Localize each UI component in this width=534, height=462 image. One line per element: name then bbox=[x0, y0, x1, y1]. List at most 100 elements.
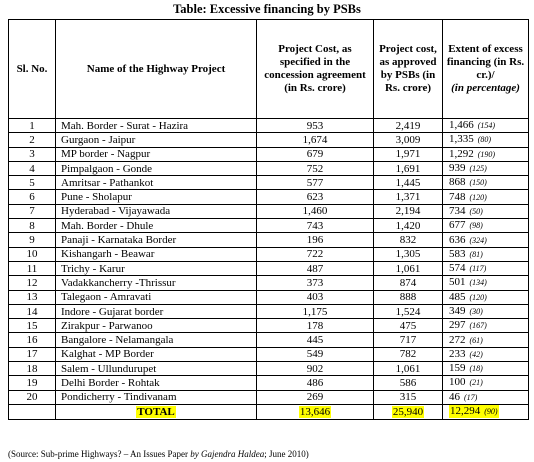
excess-amount: 1,292 bbox=[449, 147, 474, 160]
cell-project-cost: 1,175 bbox=[256, 303, 374, 320]
cell-project-name: Bangalore - Nelamangala bbox=[55, 332, 257, 348]
excess-amount: 868 bbox=[449, 176, 466, 189]
excess-financing-table: Sl. No. Name of the Highway Project Proj… bbox=[8, 19, 529, 420]
table-row: 4 Pimpalgaon - Gonde 752 1,691 939 (125) bbox=[8, 160, 529, 177]
total-approved: 25,940 bbox=[391, 405, 425, 418]
table-row: 10 Kishangarh - Beawar 722 1,305 583 (81) bbox=[8, 246, 529, 262]
excess-amount: 297 bbox=[449, 319, 466, 332]
cell-sl-no: 6 bbox=[8, 189, 56, 205]
cell-project-name: Delhi Border - Rohtak bbox=[55, 375, 257, 391]
excess-amount: 272 bbox=[449, 333, 466, 346]
total-cost: 13,646 bbox=[298, 405, 332, 418]
cell-approved-cost: 1,371 bbox=[373, 189, 443, 205]
excess-percentage: (324) bbox=[469, 235, 487, 245]
source-note: (Source: Sub-prime Highways? – An Issues… bbox=[8, 449, 309, 459]
cell-project-name: Pimpalgaon - Gonde bbox=[55, 160, 257, 177]
cell-sl-no: 20 bbox=[8, 389, 56, 405]
excess-amount: 939 bbox=[449, 162, 466, 175]
excess-percentage: (117) bbox=[469, 264, 487, 274]
cell-excess: 272 (61) bbox=[442, 332, 529, 348]
cell-project-cost: 403 bbox=[256, 289, 374, 305]
table-row: 7 Hyderabad - Vijayawada 1,460 2,194 734 (50) bbox=[8, 203, 529, 220]
cell-approved-cost: 1,061 bbox=[373, 361, 443, 377]
table-row: 15 Zirakpur - Parwanoo 178 475 297 (167) bbox=[8, 318, 529, 334]
cell-project-name: Zirakpur - Parwanoo bbox=[55, 318, 257, 334]
cell-project-cost: 953 bbox=[256, 117, 374, 134]
cell-project-cost: 178 bbox=[256, 318, 374, 334]
cell-excess: 677 (98) bbox=[442, 218, 529, 234]
cell-sl-no: 17 bbox=[8, 346, 56, 363]
cell-project-cost: 752 bbox=[256, 160, 374, 177]
header-project-cost: Project Cost, as specified in the conces… bbox=[256, 19, 374, 119]
excess-percentage: (134) bbox=[469, 278, 487, 288]
cell-sl-no: 10 bbox=[8, 246, 56, 262]
excess-amount: 583 bbox=[449, 247, 466, 260]
total-excess-cell: 12,294 (90) bbox=[442, 403, 529, 420]
cell-project-cost: 1,460 bbox=[256, 203, 374, 220]
cell-project-cost: 743 bbox=[256, 218, 374, 234]
cell-project-name: Pune - Sholapur bbox=[55, 189, 257, 205]
cell-project-cost: 549 bbox=[256, 346, 374, 363]
cell-excess: 734 (50) bbox=[442, 203, 529, 220]
cell-project-cost: 445 bbox=[256, 332, 374, 348]
cell-sl-no: 13 bbox=[8, 289, 56, 305]
header-extent-line1: Extent of excess financing (in Rs. cr.)/ bbox=[446, 43, 525, 81]
excess-amount: 636 bbox=[449, 233, 466, 246]
cell-excess: 1,335 (80) bbox=[442, 132, 529, 148]
cell-project-name: Mah. Border - Dhule bbox=[55, 218, 257, 234]
cell-project-cost: 373 bbox=[256, 275, 374, 291]
excess-amount: 501 bbox=[449, 276, 466, 289]
total-excess-highlight: 12,294 (90) bbox=[449, 405, 499, 419]
total-excess: 12,294 bbox=[450, 405, 481, 418]
excess-amount: 1,466 bbox=[449, 119, 474, 132]
cell-excess: 297 (167) bbox=[442, 318, 529, 334]
cell-project-name: Trichy - Karur bbox=[55, 260, 257, 277]
cell-sl-no: 7 bbox=[8, 203, 56, 220]
cell-approved-cost: 2,194 bbox=[373, 203, 443, 220]
header-project-name: Name of the Highway Project bbox=[55, 19, 257, 119]
cell-excess: 159 (18) bbox=[442, 361, 529, 377]
cell-approved-cost: 586 bbox=[373, 375, 443, 391]
cell-sl-no: 5 bbox=[8, 175, 56, 191]
excess-percentage: (17) bbox=[464, 392, 478, 402]
table-title: Table: Excessive financing by PSBs bbox=[173, 2, 361, 16]
cell-project-name: Kalghat - MP Border bbox=[55, 346, 257, 363]
cell-sl-no: 2 bbox=[8, 132, 56, 148]
cell-excess: 46 (17) bbox=[442, 389, 529, 405]
excess-percentage: (80) bbox=[477, 135, 492, 145]
cell-approved-cost: 1,971 bbox=[373, 146, 443, 162]
table-row: 16 Bangalore - Nelamangala 445 717 272 (61) bbox=[8, 332, 529, 348]
cell-sl-no: 14 bbox=[8, 303, 56, 320]
table-body: 1 Mah. Border - Surat - Hazira 953 2,419 1,4… bbox=[8, 117, 529, 420]
excess-percentage: (50) bbox=[469, 206, 483, 216]
cell-excess: 501 (134) bbox=[442, 275, 529, 291]
excess-amount: 748 bbox=[449, 190, 466, 203]
cell-approved-cost: 832 bbox=[373, 232, 443, 248]
excess-percentage: (154) bbox=[477, 121, 496, 131]
excess-amount: 100 bbox=[449, 376, 466, 389]
cell-approved-cost: 888 bbox=[373, 289, 443, 305]
table-row: 14 Indore - Gujarat border 1,175 1,524 349 (3… bbox=[8, 303, 529, 320]
cell-sl-no: 16 bbox=[8, 332, 56, 348]
excess-percentage: (125) bbox=[469, 164, 487, 174]
excess-amount: 349 bbox=[449, 305, 466, 317]
cell-approved-cost: 782 bbox=[373, 346, 443, 363]
cell-project-cost: 577 bbox=[256, 175, 374, 191]
cell-sl-no: 9 bbox=[8, 232, 56, 248]
cell-project-cost: 487 bbox=[256, 260, 374, 277]
cell-approved-cost: 1,445 bbox=[373, 175, 443, 191]
excess-amount: 485 bbox=[449, 290, 466, 303]
excess-percentage: (120) bbox=[469, 292, 487, 302]
excess-percentage: (61) bbox=[469, 335, 483, 345]
cell-project-cost: 269 bbox=[256, 389, 374, 405]
cell-sl-no: 19 bbox=[8, 375, 56, 391]
cell-approved-cost: 1,691 bbox=[373, 160, 443, 177]
cell-sl-no: 1 bbox=[8, 117, 56, 134]
excess-percentage: (167) bbox=[469, 321, 487, 331]
excess-amount: 734 bbox=[449, 204, 466, 217]
excess-amount: 574 bbox=[449, 262, 466, 275]
excess-percentage: (98) bbox=[469, 221, 483, 231]
cell-project-cost: 196 bbox=[256, 232, 374, 248]
table-row: 2 Gurgaon - Jaipur 1,674 3,009 1,335 (80) bbox=[8, 132, 529, 148]
cell-excess: 485 (120) bbox=[442, 289, 529, 305]
